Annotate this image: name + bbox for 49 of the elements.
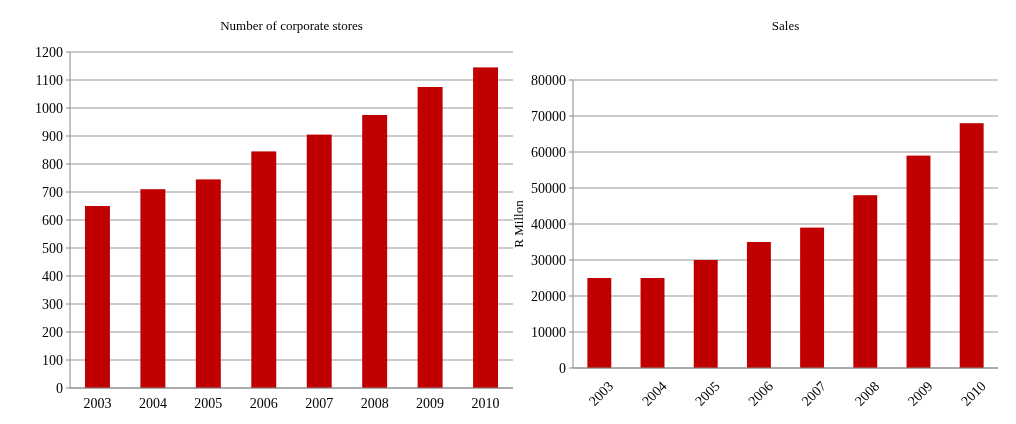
bar <box>587 278 612 368</box>
y-tick-label: 70000 <box>531 108 566 124</box>
bar <box>251 151 277 388</box>
bar <box>306 134 332 388</box>
y-tick-label: 900 <box>42 128 63 144</box>
y-tick-label: 60000 <box>531 144 566 160</box>
y-tick-label: 600 <box>42 212 63 228</box>
y-tick-label: 40000 <box>531 216 566 232</box>
y-tick-label: 10000 <box>531 324 566 340</box>
y-tick-label: 800 <box>42 156 63 172</box>
chart-title: Number of corporate stores <box>220 18 363 33</box>
bar <box>84 206 110 388</box>
x-tick-label: 2005 <box>194 396 223 411</box>
bar <box>473 67 499 388</box>
y-tick-label: 1100 <box>35 72 63 88</box>
y-tick-label: 0 <box>56 380 63 396</box>
y-tick-label: 1200 <box>35 44 63 60</box>
bar <box>853 195 878 368</box>
y-tick-label: 30000 <box>531 252 566 268</box>
y-tick-label: 300 <box>42 296 63 312</box>
y-tick-label: 500 <box>42 240 63 256</box>
x-tick-label: 2003 <box>83 396 112 411</box>
bar <box>693 260 718 368</box>
y-tick-label: 50000 <box>531 180 566 196</box>
y-tick-label: 700 <box>42 184 63 200</box>
x-tick-label: 2006 <box>249 396 278 411</box>
bar <box>640 278 665 368</box>
x-tick-label: 2004 <box>138 396 167 411</box>
x-tick-label: 2007 <box>305 396 334 411</box>
bar <box>140 189 166 388</box>
y-tick-label: 200 <box>42 324 63 340</box>
bar <box>746 242 771 368</box>
x-tick-label: 2008 <box>360 396 389 411</box>
y-tick-label: 0 <box>559 360 566 376</box>
y-tick-label: 100 <box>42 352 63 368</box>
y-tick-label: 400 <box>42 268 63 284</box>
y-tick-label: 1000 <box>35 100 63 116</box>
bar <box>959 123 984 368</box>
bar <box>800 227 825 368</box>
bar <box>906 155 931 368</box>
y-tick-label: 80000 <box>531 72 566 88</box>
bar <box>362 115 388 388</box>
bar <box>417 87 443 388</box>
x-tick-label: 2010 <box>471 396 500 411</box>
y-axis-title: R Millon <box>511 199 526 248</box>
y-tick-label: 20000 <box>531 288 566 304</box>
chart-title: Sales <box>771 18 800 33</box>
x-tick-label: 2009 <box>416 396 445 411</box>
bar <box>195 179 221 388</box>
